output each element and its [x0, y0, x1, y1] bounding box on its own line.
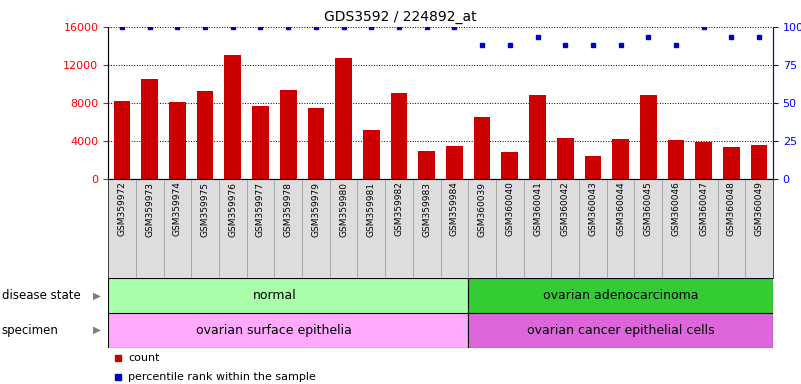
Bar [141, 79, 158, 179]
Text: GSM359978: GSM359978 [284, 182, 292, 237]
Bar [501, 152, 518, 179]
Bar [469, 278, 773, 313]
Text: GSM359984: GSM359984 [450, 182, 459, 237]
Text: GSM359981: GSM359981 [367, 182, 376, 237]
Bar [280, 90, 296, 179]
Text: GSM360046: GSM360046 [671, 182, 681, 237]
Bar [695, 142, 712, 179]
Text: GSM360044: GSM360044 [616, 182, 625, 236]
Bar [640, 95, 657, 179]
Text: percentile rank within the sample: percentile rank within the sample [128, 372, 316, 382]
Text: GSM360042: GSM360042 [561, 182, 570, 236]
Bar [336, 58, 352, 179]
Text: GSM360041: GSM360041 [533, 182, 542, 237]
Text: GDS3592 / 224892_at: GDS3592 / 224892_at [324, 10, 477, 23]
Text: GSM360040: GSM360040 [505, 182, 514, 237]
Text: disease state: disease state [2, 289, 80, 302]
Text: GSM359974: GSM359974 [173, 182, 182, 237]
Text: GSM359975: GSM359975 [200, 182, 210, 237]
Text: ovarian adenocarcinoma: ovarian adenocarcinoma [543, 289, 698, 302]
Text: ▶: ▶ [93, 325, 101, 335]
Bar [751, 146, 767, 179]
Text: GSM359977: GSM359977 [256, 182, 265, 237]
Bar [612, 139, 629, 179]
Bar [224, 55, 241, 179]
Text: GSM359973: GSM359973 [145, 182, 154, 237]
Bar [446, 146, 463, 179]
Bar [557, 138, 574, 179]
Bar [391, 93, 408, 179]
Text: count: count [128, 353, 159, 363]
Bar [197, 91, 213, 179]
Bar [469, 313, 773, 348]
Bar [723, 147, 740, 179]
Bar [252, 106, 269, 179]
Text: GSM359972: GSM359972 [118, 182, 127, 237]
Bar [108, 313, 469, 348]
Text: GSM359976: GSM359976 [228, 182, 237, 237]
Bar [114, 101, 131, 179]
Text: GSM360048: GSM360048 [727, 182, 736, 237]
Bar [585, 156, 602, 179]
Bar [308, 108, 324, 179]
Text: GSM360045: GSM360045 [644, 182, 653, 237]
Bar [668, 140, 684, 179]
Text: ▶: ▶ [93, 291, 101, 301]
Bar [108, 278, 469, 313]
Text: GSM360043: GSM360043 [589, 182, 598, 237]
Bar [529, 95, 545, 179]
Bar [169, 102, 186, 179]
Bar [418, 151, 435, 179]
Text: specimen: specimen [2, 324, 58, 337]
Bar [363, 130, 380, 179]
Text: GSM360049: GSM360049 [755, 182, 763, 237]
Bar [474, 117, 490, 179]
Text: GSM360039: GSM360039 [477, 182, 486, 237]
Text: ovarian surface epithelia: ovarian surface epithelia [196, 324, 352, 337]
Text: ovarian cancer epithelial cells: ovarian cancer epithelial cells [527, 324, 714, 337]
Text: GSM359983: GSM359983 [422, 182, 431, 237]
Text: GSM359982: GSM359982 [395, 182, 404, 237]
Text: normal: normal [252, 289, 296, 302]
Text: GSM360047: GSM360047 [699, 182, 708, 237]
Text: GSM359979: GSM359979 [312, 182, 320, 237]
Text: GSM359980: GSM359980 [339, 182, 348, 237]
